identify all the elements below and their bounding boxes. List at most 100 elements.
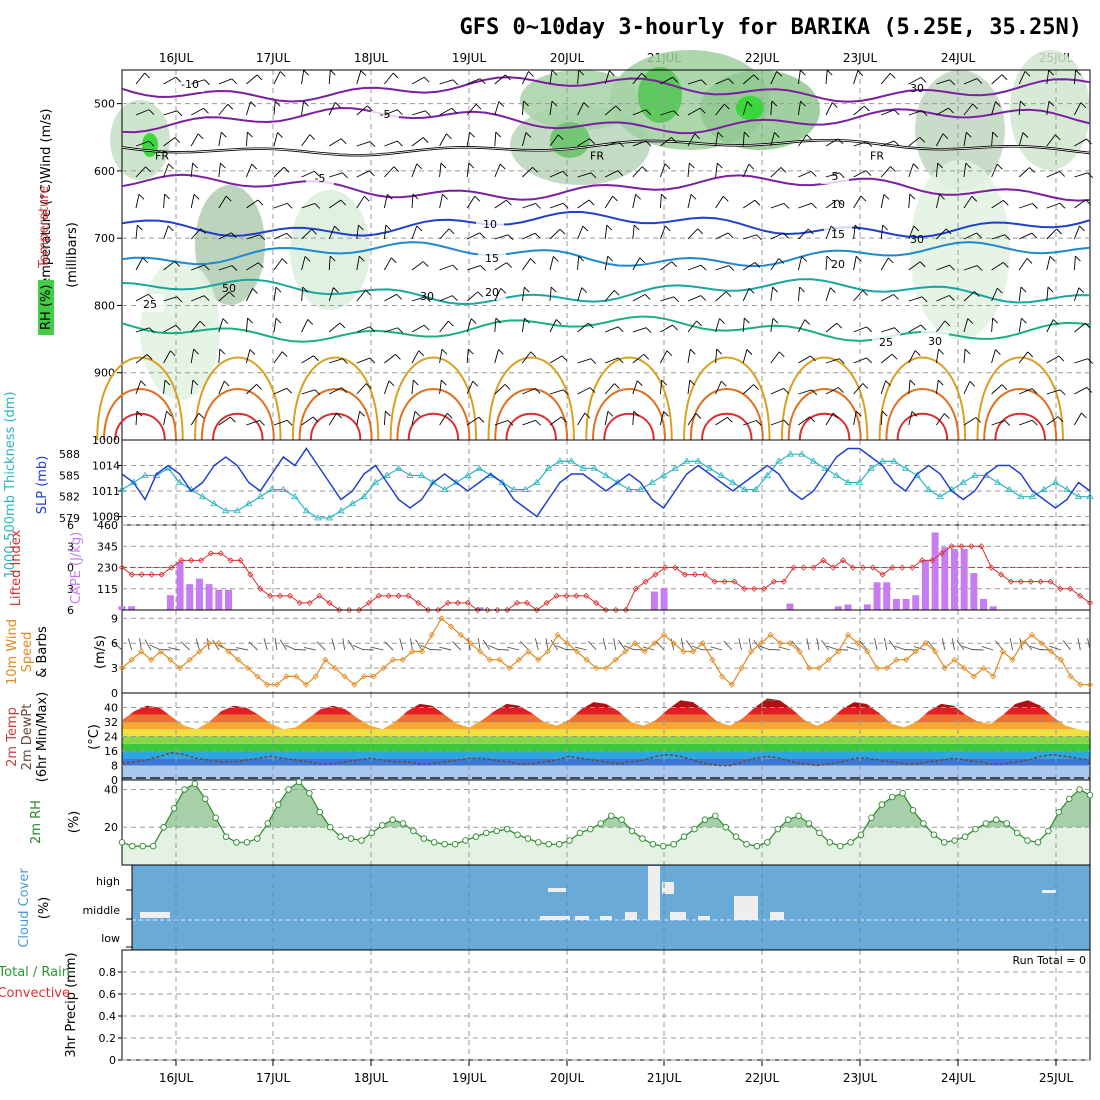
li-tick-label: 6 xyxy=(67,519,74,532)
wind-barb-flag xyxy=(500,288,507,294)
wind-barb-flag xyxy=(251,163,258,170)
thickness-point xyxy=(752,485,760,492)
wind-barb xyxy=(190,107,204,116)
wind-barb-flag xyxy=(147,293,154,300)
wind-barb xyxy=(936,320,946,333)
wind-barb xyxy=(521,101,524,116)
wind-barb-flag xyxy=(281,258,288,264)
temp-color-band xyxy=(122,722,1090,730)
thickness-point xyxy=(1040,485,1048,492)
thickness-point xyxy=(729,478,737,485)
wind-speed-point xyxy=(796,648,803,655)
temp-tick-label: 40 xyxy=(104,702,118,715)
wind-barb xyxy=(273,101,276,116)
wind-barb xyxy=(908,110,923,116)
wind-barb xyxy=(411,296,426,302)
wind-speed-point xyxy=(970,673,977,680)
bottom-date-label: 23JUL xyxy=(843,1071,878,1085)
wind-barb xyxy=(384,354,396,364)
wind-barb xyxy=(135,380,142,395)
rh-point xyxy=(233,839,240,846)
wind-speed-point xyxy=(1028,631,1035,638)
surface-wind-barb xyxy=(995,640,1004,651)
wind-barb xyxy=(770,258,780,271)
lifted-index-point xyxy=(593,599,600,606)
wind-speed-point xyxy=(738,665,745,672)
wind-barb-flag xyxy=(360,70,367,76)
wind-barb xyxy=(880,257,889,271)
pressure-axis-label: (millibars) xyxy=(65,222,80,288)
thickness-point xyxy=(867,464,875,471)
wind-barb-flag xyxy=(581,287,588,293)
wind-barb xyxy=(439,295,453,302)
warm-isotherm-arc xyxy=(780,356,869,441)
wind-speed-point xyxy=(1077,681,1084,688)
wind-barb-flag xyxy=(535,203,541,209)
thickness-point xyxy=(175,478,184,485)
thickness-point xyxy=(579,464,587,471)
wind-barb xyxy=(439,349,443,364)
wind-barb xyxy=(1046,134,1056,147)
wind-barb xyxy=(825,138,839,147)
wind-barb xyxy=(1018,132,1024,147)
temp-color-band xyxy=(122,765,1090,780)
wind-barb-flag xyxy=(480,265,486,271)
lifted-index-point xyxy=(691,571,698,578)
wind-barb xyxy=(935,194,940,209)
wind-barb-flag xyxy=(716,348,722,355)
wind-barb-flag xyxy=(696,320,702,327)
isotherm-line xyxy=(121,211,1091,239)
thickness-point xyxy=(878,457,887,464)
cape-bar xyxy=(912,595,920,610)
wind-barb-flag xyxy=(590,358,597,364)
rh-point xyxy=(805,820,813,827)
wind-barb xyxy=(798,170,812,178)
wind-barb-flag xyxy=(636,380,643,387)
li-tick-label: 6 xyxy=(67,604,74,617)
wind-barb xyxy=(356,357,371,364)
cloud-bar xyxy=(1042,890,1056,893)
surface-wind-barb xyxy=(497,648,510,651)
wind-barb-flag xyxy=(259,234,266,241)
wind-barb-flag xyxy=(912,163,919,170)
wind-barb-flag xyxy=(451,107,458,114)
wind-barb-flag xyxy=(393,166,400,173)
wind-barb xyxy=(218,380,225,395)
wind-barb-flag xyxy=(976,232,982,239)
wind-barb-flag xyxy=(756,420,762,426)
wind-barb-flag xyxy=(909,193,916,200)
lifted-index-point xyxy=(988,564,995,571)
wind-barb xyxy=(991,164,998,178)
surface-wind-barb xyxy=(1077,638,1081,651)
wind-barb xyxy=(549,256,554,271)
surface-wind-barb xyxy=(753,640,762,651)
temp-unit-label: (°C) xyxy=(87,724,102,750)
wind-barb xyxy=(632,225,635,240)
wind-barb-flag xyxy=(425,296,431,303)
wind-barb xyxy=(798,134,808,147)
wind-barb-flag xyxy=(342,172,348,179)
wind-barb xyxy=(853,290,864,302)
lifted-index-point xyxy=(494,606,501,614)
thickness-point xyxy=(440,485,449,492)
wind-barb-flag xyxy=(385,224,392,231)
wind-barb xyxy=(577,322,589,333)
wind-barb-flag xyxy=(506,262,512,268)
warm-isotherm-arc xyxy=(585,356,673,441)
top-date-label: 23JUL xyxy=(843,51,878,65)
wind-barb-flag xyxy=(416,225,423,232)
wind-barb-flag xyxy=(274,100,281,107)
surface-wind-barb xyxy=(112,641,123,651)
thickness-point xyxy=(659,471,668,478)
wind-barb-flag xyxy=(855,410,862,417)
wind-barb-flag xyxy=(689,348,696,355)
isotherm-line xyxy=(121,106,1091,135)
rh-point xyxy=(431,839,438,846)
wind-barb xyxy=(218,195,227,209)
rh-point xyxy=(857,831,865,839)
lifted-index-point xyxy=(958,543,965,550)
wind-barb-flag xyxy=(748,287,755,294)
wind-barb xyxy=(742,163,750,178)
wind-barb-flag xyxy=(468,162,475,169)
